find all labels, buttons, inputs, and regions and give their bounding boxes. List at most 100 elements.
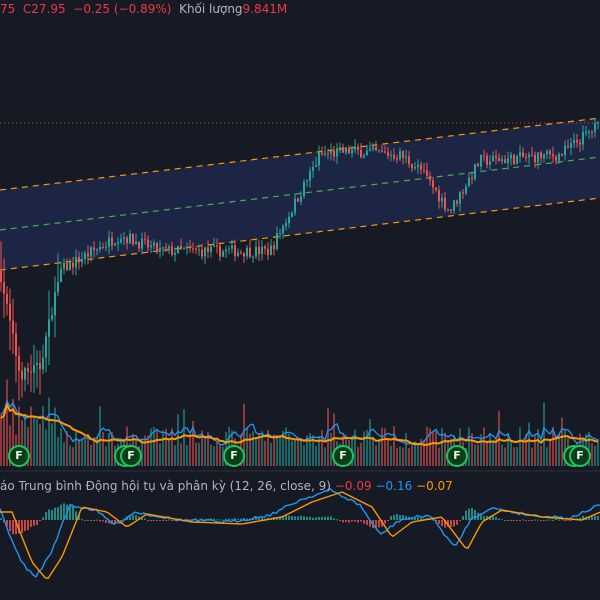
candle-body xyxy=(339,147,341,149)
candle-body xyxy=(324,153,326,155)
macd-hist-bar xyxy=(399,515,401,520)
candle-body xyxy=(342,147,344,153)
candle-body xyxy=(579,142,581,145)
volume-bar xyxy=(546,447,548,466)
macd-hist-bar xyxy=(591,516,593,520)
volume-bar xyxy=(537,428,539,466)
candle-body xyxy=(576,139,578,143)
volume-bar xyxy=(39,424,41,466)
macd-hist-bar xyxy=(345,520,347,523)
macd-hist-bar xyxy=(102,520,104,522)
candle-body xyxy=(552,154,554,157)
macd-hist-bar xyxy=(12,520,14,535)
volume-bar xyxy=(153,426,155,466)
macd-hist-bar xyxy=(330,516,332,520)
candle-body xyxy=(417,164,419,168)
candle-body xyxy=(525,157,527,159)
channel-middle[interactable] xyxy=(0,156,600,231)
channel-lower[interactable] xyxy=(0,197,600,271)
candle-body xyxy=(399,151,401,160)
candle-body xyxy=(153,242,155,246)
candle-body xyxy=(498,157,500,162)
financial-event-marker[interactable]: F xyxy=(8,445,30,467)
candle-body xyxy=(381,150,383,152)
macd-hist-bar xyxy=(276,517,278,520)
volume-bar xyxy=(474,444,476,466)
macd-hist-bar xyxy=(0,518,2,520)
candle-body xyxy=(570,143,572,148)
candle-body xyxy=(420,164,422,170)
volume-bar xyxy=(63,442,65,466)
candle-body xyxy=(450,209,452,211)
candle-body xyxy=(528,154,530,158)
macd-hist-bar xyxy=(309,516,311,520)
volume-bar xyxy=(486,441,488,466)
macd-title[interactable]: áo Trung bình Động hội tụ và phân kỳ (12… xyxy=(0,479,331,493)
macd-hist-bar xyxy=(141,518,143,520)
macd-hist-bar xyxy=(453,520,455,527)
candle-body xyxy=(96,249,98,251)
candle-body xyxy=(102,246,104,248)
macd-hist-bar xyxy=(321,516,323,520)
volume-bar xyxy=(276,435,278,466)
candle-body xyxy=(111,237,113,246)
candle-body xyxy=(123,237,125,239)
candle-body xyxy=(582,132,584,145)
financial-event-marker[interactable]: F xyxy=(446,445,468,467)
financial-event-marker[interactable]: F xyxy=(120,445,142,467)
candle-body xyxy=(306,180,308,182)
volume-bar xyxy=(66,431,68,466)
candle-body xyxy=(48,319,50,337)
macd-hist-bar xyxy=(333,518,335,520)
volume-bar xyxy=(471,433,473,466)
candle-body xyxy=(132,233,134,245)
macd-hist-bar xyxy=(456,520,458,525)
macd-hist-bar xyxy=(342,520,344,523)
volume-bar xyxy=(390,445,392,466)
volume-bar xyxy=(468,427,470,466)
candle-body xyxy=(192,248,194,250)
macd-hist-bar xyxy=(87,519,89,521)
candle-body xyxy=(270,245,272,256)
financial-event-marker[interactable]: F xyxy=(332,445,354,467)
candle-body xyxy=(186,247,188,249)
volume-bar xyxy=(378,439,380,466)
macd-hist-bar xyxy=(21,520,23,534)
volume-bar xyxy=(84,438,86,466)
macd-hist-bar xyxy=(327,516,329,520)
candle-body xyxy=(378,150,380,152)
macd-hist-bar xyxy=(138,516,140,520)
volume-bar xyxy=(297,437,299,466)
candle-body xyxy=(222,251,224,257)
volume-bar xyxy=(516,447,518,466)
financial-event-marker[interactable]: F xyxy=(223,445,245,467)
macd-hist-bar xyxy=(285,515,287,520)
price-legend: 75 C27.95 −0.25 (−0.89%) Khối lượng9.841… xyxy=(0,2,287,16)
volume-bar xyxy=(141,438,143,466)
volume-bar xyxy=(72,447,74,466)
macd-hist-bar xyxy=(375,520,377,528)
channel-upper[interactable] xyxy=(0,117,600,191)
candle-body xyxy=(258,246,260,254)
volume-bar xyxy=(399,446,401,466)
volume-bar xyxy=(438,447,440,466)
financial-event-marker[interactable]: F xyxy=(569,445,591,467)
candle-body xyxy=(141,238,143,249)
candle-body xyxy=(567,146,569,148)
candle-body xyxy=(423,169,425,171)
volume-bar xyxy=(330,433,332,466)
macd-hist-bar xyxy=(174,519,176,521)
macd-hist-bar xyxy=(24,520,26,531)
volume-bar xyxy=(534,434,536,466)
volume-bar xyxy=(528,422,530,466)
candle-body xyxy=(543,154,545,159)
candle-body xyxy=(555,156,557,161)
volume-bar xyxy=(42,406,44,466)
volume-bar xyxy=(423,440,425,466)
volume-bar xyxy=(186,445,188,466)
candle-body xyxy=(318,152,320,166)
macd-hist-bar xyxy=(543,520,545,521)
macd-hist-bar xyxy=(528,520,530,521)
volume-bar xyxy=(558,434,560,466)
